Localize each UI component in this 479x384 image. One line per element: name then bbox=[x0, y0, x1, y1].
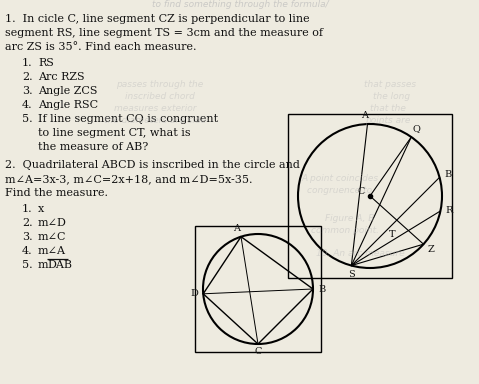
Bar bbox=[288, 114, 452, 278]
Text: 2.: 2. bbox=[22, 218, 33, 228]
Text: segment RS, line segment TS = 3cm and the measure of: segment RS, line segment TS = 3cm and th… bbox=[5, 28, 323, 38]
Text: congruence to: congruence to bbox=[308, 186, 373, 195]
Text: A: A bbox=[233, 224, 240, 233]
Text: Figure A, B: Figure A, B bbox=[325, 214, 375, 223]
Text: S: S bbox=[348, 270, 355, 279]
Text: passes through the: passes through the bbox=[116, 80, 204, 89]
Text: m: m bbox=[38, 260, 49, 270]
Text: 1.: 1. bbox=[22, 58, 33, 68]
Text: 5.: 5. bbox=[22, 260, 33, 270]
Text: the measure of AB?: the measure of AB? bbox=[38, 142, 148, 152]
Text: 5.: 5. bbox=[22, 114, 33, 124]
Text: common point.: common point. bbox=[311, 226, 379, 235]
Text: D: D bbox=[190, 289, 198, 298]
Text: A point coincides: A point coincides bbox=[301, 174, 378, 183]
Text: points are: points are bbox=[365, 116, 411, 125]
Text: m∠A=3x-3, m∠C=2x+18, and m∠D=5x-35.: m∠A=3x-3, m∠C=2x+18, and m∠D=5x-35. bbox=[5, 174, 252, 184]
Text: the long: the long bbox=[374, 92, 411, 101]
Text: m∠D: m∠D bbox=[38, 218, 67, 228]
Text: R: R bbox=[446, 207, 453, 215]
Text: to find something through the formula/: to find something through the formula/ bbox=[152, 0, 328, 9]
Bar bbox=[195, 226, 321, 352]
Text: Q: Q bbox=[412, 124, 420, 134]
Text: B: B bbox=[444, 170, 451, 179]
Text: the diameters are side: the diameters are side bbox=[104, 116, 206, 125]
Text: 1.  In cicle C, line segment CZ is perpendicular to line: 1. In cicle C, line segment CZ is perpen… bbox=[5, 14, 309, 24]
Text: 2.  Quadrilateral ABCD is inscribed in the circle and: 2. Quadrilateral ABCD is inscribed in th… bbox=[5, 160, 300, 170]
Text: Arc RZS: Arc RZS bbox=[38, 72, 85, 82]
Text: DAB: DAB bbox=[47, 260, 72, 270]
Text: m∠C: m∠C bbox=[38, 232, 67, 242]
Text: 10. An arc measure: 10. An arc measure bbox=[316, 249, 404, 258]
Text: RS: RS bbox=[38, 58, 54, 68]
Text: 2.: 2. bbox=[22, 72, 33, 82]
Text: 4.: 4. bbox=[22, 246, 33, 256]
Text: m∠A: m∠A bbox=[38, 246, 66, 256]
Text: inscribed chord: inscribed chord bbox=[125, 92, 195, 101]
Text: C: C bbox=[357, 187, 365, 195]
Text: Angle ZCS: Angle ZCS bbox=[38, 86, 98, 96]
Text: C: C bbox=[254, 348, 262, 356]
Text: Find the measure.: Find the measure. bbox=[5, 188, 108, 198]
Text: Angle RSC: Angle RSC bbox=[38, 100, 98, 110]
Text: that passes: that passes bbox=[364, 80, 416, 89]
Text: 3.: 3. bbox=[22, 232, 33, 242]
Text: If line segment CQ is congruent: If line segment CQ is congruent bbox=[38, 114, 218, 124]
Text: 4.: 4. bbox=[22, 100, 33, 110]
Text: arc ZS is 35°. Find each measure.: arc ZS is 35°. Find each measure. bbox=[5, 42, 196, 52]
Text: T: T bbox=[389, 230, 396, 238]
Text: that the: that the bbox=[370, 104, 406, 113]
Text: to line segment CT, what is: to line segment CT, what is bbox=[38, 128, 191, 138]
Text: 1.: 1. bbox=[22, 204, 33, 214]
Text: A: A bbox=[361, 111, 368, 119]
Text: Z: Z bbox=[427, 245, 434, 254]
Text: measures exterior: measures exterior bbox=[114, 104, 196, 113]
Text: 3.: 3. bbox=[22, 86, 33, 96]
Text: B: B bbox=[319, 285, 326, 293]
Text: x: x bbox=[38, 204, 44, 214]
